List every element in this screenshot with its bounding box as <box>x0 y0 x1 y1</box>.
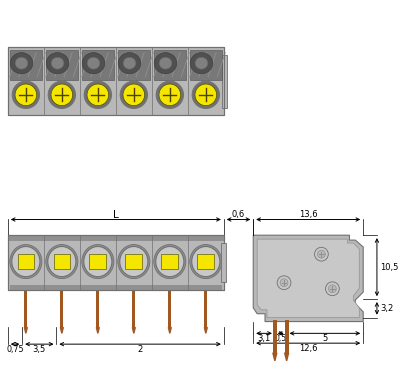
Circle shape <box>192 81 220 109</box>
Text: 3,2: 3,2 <box>380 304 393 313</box>
Ellipse shape <box>192 247 220 276</box>
Bar <box>8 47 224 116</box>
Text: 13,6: 13,6 <box>299 210 318 219</box>
Bar <box>273 319 277 353</box>
Ellipse shape <box>46 245 78 279</box>
Bar <box>198 254 214 269</box>
Bar <box>82 50 114 80</box>
Circle shape <box>156 81 184 109</box>
Polygon shape <box>204 328 207 333</box>
Ellipse shape <box>118 53 141 74</box>
Circle shape <box>15 84 37 106</box>
Circle shape <box>280 279 288 286</box>
Polygon shape <box>132 328 135 333</box>
Text: 12,6: 12,6 <box>299 344 318 353</box>
Circle shape <box>195 84 217 106</box>
Ellipse shape <box>120 247 148 276</box>
Polygon shape <box>253 235 363 321</box>
Bar <box>126 254 142 269</box>
Ellipse shape <box>195 57 208 69</box>
Circle shape <box>123 84 145 106</box>
Bar <box>154 50 186 80</box>
Ellipse shape <box>48 247 76 276</box>
Polygon shape <box>273 353 277 361</box>
Ellipse shape <box>87 57 100 69</box>
Polygon shape <box>60 328 63 333</box>
Bar <box>96 290 99 328</box>
Bar <box>8 235 224 290</box>
Ellipse shape <box>10 53 33 74</box>
Polygon shape <box>96 328 99 333</box>
Bar <box>54 254 70 269</box>
Bar <box>190 50 222 80</box>
Ellipse shape <box>82 245 114 279</box>
Bar <box>60 290 63 328</box>
Ellipse shape <box>12 247 40 276</box>
Bar <box>222 55 227 108</box>
Ellipse shape <box>190 245 222 279</box>
Bar <box>285 319 288 353</box>
Ellipse shape <box>154 245 186 279</box>
Bar <box>8 235 224 290</box>
Bar <box>168 290 171 328</box>
Ellipse shape <box>154 53 177 74</box>
Circle shape <box>120 81 148 109</box>
Bar <box>221 243 226 282</box>
Text: 10,5: 10,5 <box>380 263 398 271</box>
Circle shape <box>314 247 328 261</box>
Polygon shape <box>24 328 27 333</box>
Circle shape <box>48 81 76 109</box>
Text: 5: 5 <box>322 334 328 343</box>
Text: L: L <box>113 210 119 220</box>
Ellipse shape <box>190 53 213 74</box>
Circle shape <box>84 81 112 109</box>
Bar <box>46 50 78 80</box>
Circle shape <box>318 250 325 258</box>
Circle shape <box>87 84 109 106</box>
Ellipse shape <box>15 57 28 69</box>
Circle shape <box>12 81 40 109</box>
Bar <box>204 290 207 328</box>
Ellipse shape <box>123 57 136 69</box>
Text: 0,6: 0,6 <box>232 210 245 219</box>
Bar <box>8 235 224 241</box>
Ellipse shape <box>10 245 42 279</box>
Circle shape <box>277 276 291 290</box>
Bar <box>8 47 224 116</box>
Bar <box>18 254 34 269</box>
Bar <box>10 50 42 80</box>
Circle shape <box>159 84 181 106</box>
Bar <box>10 285 222 290</box>
Ellipse shape <box>46 53 69 74</box>
Bar <box>24 290 27 328</box>
Text: 0,75: 0,75 <box>6 344 24 354</box>
Ellipse shape <box>51 57 64 69</box>
Polygon shape <box>257 239 359 318</box>
Text: 3,5: 3,5 <box>33 344 46 354</box>
Ellipse shape <box>118 245 150 279</box>
Bar <box>132 290 135 328</box>
Ellipse shape <box>82 53 105 74</box>
Bar <box>118 50 150 80</box>
Ellipse shape <box>156 247 184 276</box>
Ellipse shape <box>84 247 112 276</box>
Circle shape <box>326 282 339 296</box>
Polygon shape <box>285 353 288 361</box>
Bar <box>90 254 106 269</box>
Text: 2: 2 <box>138 344 143 354</box>
Circle shape <box>51 84 73 106</box>
Text: 3,1: 3,1 <box>258 334 271 343</box>
Ellipse shape <box>159 57 172 69</box>
Polygon shape <box>168 328 171 333</box>
Bar <box>162 254 178 269</box>
Circle shape <box>328 285 336 293</box>
Text: 0,5: 0,5 <box>275 334 287 343</box>
